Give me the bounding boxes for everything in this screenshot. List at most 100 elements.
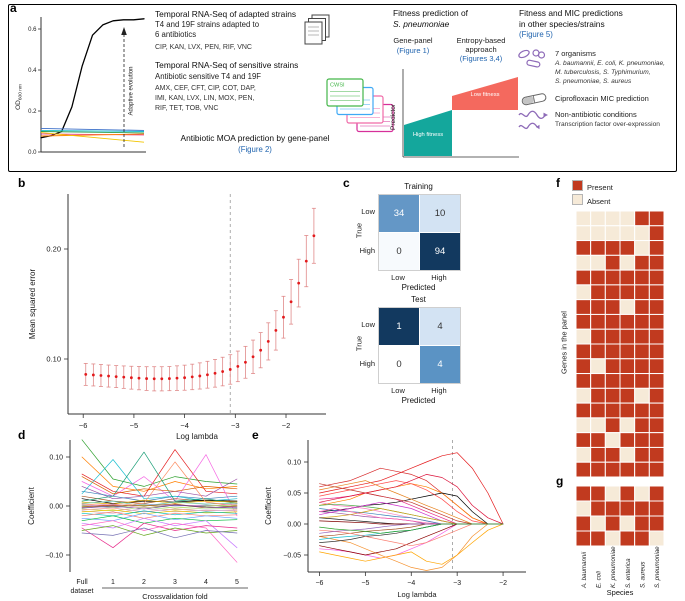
d-ytick: 0.10 — [49, 455, 63, 462]
e-xtick: −3 — [453, 580, 461, 587]
gene-cell — [575, 343, 592, 360]
species-cell — [648, 530, 665, 547]
species-cell — [590, 500, 606, 517]
confusion-cell: 4 — [420, 308, 460, 345]
e-xtick: −4 — [407, 580, 415, 587]
gene-cell — [590, 299, 606, 315]
growth-ytick: 0.4 — [28, 68, 37, 74]
species-tick-label: S. pneumoniae — [654, 546, 661, 588]
growth-ytick: 0.2 — [28, 109, 37, 115]
d-xtick: Full — [76, 579, 88, 586]
species-tick-label: A. baumannii — [581, 551, 588, 589]
species-cell — [648, 500, 665, 517]
d-xtick: 5 — [235, 579, 239, 586]
d-xlabel: Crossvalidation fold — [142, 592, 207, 601]
nonantibiotic-line1: Non-antibiotic conditions — [555, 110, 637, 119]
sensitive-antibiotics-2: IMI, KAN, LVX, LIN, MOX, PEN, — [155, 95, 255, 102]
b-xtick: −5 — [130, 421, 139, 430]
present-swatch — [572, 180, 583, 191]
gene-cell — [604, 240, 621, 256]
e-xtick: −5 — [361, 580, 369, 587]
gene-cell — [604, 402, 621, 419]
species-cell — [575, 530, 592, 547]
gene-cell — [619, 328, 636, 345]
predictor-ylabel: Predictor — [390, 103, 397, 130]
gene-cell — [634, 299, 650, 315]
d-ytick: −0.10 — [45, 553, 63, 560]
gene-cell — [575, 254, 592, 271]
gene-cell — [634, 358, 650, 375]
growth-ylabel: OD600 nm — [15, 84, 23, 110]
adaptive-evolution-label: Adaptive evolution — [129, 66, 135, 115]
gene-cell — [648, 446, 665, 463]
e-ytick: 0.05 — [287, 491, 301, 498]
gene-cell — [634, 402, 650, 419]
gene-cell — [590, 269, 606, 286]
d-xtick: 3 — [173, 579, 177, 586]
gene-cell — [648, 254, 665, 271]
gene-cell — [648, 210, 665, 227]
species-cell — [590, 485, 606, 502]
row-label-low: Low — [361, 320, 375, 329]
d-xtick: 1 — [111, 579, 115, 586]
figure5-ref: (Figure 5) — [519, 30, 553, 39]
gene-cell — [648, 225, 665, 242]
absent-swatch — [572, 194, 583, 205]
legend-row-absent: Absent — [572, 194, 613, 208]
gene-cell — [619, 284, 636, 301]
gene-cell — [604, 313, 621, 330]
e-ylabel: Coefficient — [264, 486, 273, 524]
gene-cell — [648, 269, 665, 286]
organisms-count: 7 organisms — [555, 49, 596, 58]
confusion-cell: 0 — [379, 233, 419, 270]
panel-g-label: g — [556, 474, 564, 488]
gene-cell — [634, 387, 650, 404]
species-tick-label: K. pneumoniae — [610, 546, 617, 588]
species-cell — [634, 500, 650, 517]
gene-cell — [619, 461, 636, 478]
confusion-cell: 10 — [420, 195, 460, 232]
panel-f-label: f — [556, 176, 560, 190]
figure2-ref: (Figure 2) — [238, 145, 272, 154]
organisms-line2: M. tuberculosis, S. Typhimurium, — [555, 69, 651, 76]
lasso-paths-chart: −0.05 0.00 0.05 0.10 −6 −5 −4 −3 −2 Log lambda Coe… — [264, 440, 526, 599]
sensitive-antibiotics-3: RIF, TET, TOB, VNC — [155, 105, 219, 112]
gene-cell — [619, 269, 636, 286]
gene-cell — [575, 373, 592, 389]
gene-cell — [619, 373, 636, 389]
species-cell — [619, 530, 636, 547]
species-cell — [604, 485, 621, 502]
gene-cell — [590, 225, 606, 242]
gene-cell — [619, 343, 636, 360]
e-ytick: 0.00 — [287, 522, 301, 529]
species-cell — [634, 530, 650, 547]
species-cell — [575, 485, 592, 502]
low-fitness-label: Low fitness — [471, 92, 500, 98]
e-ytick: 0.10 — [287, 460, 301, 467]
gene-cell — [604, 432, 621, 448]
gene-cell — [575, 461, 592, 478]
b-xtick: −3 — [231, 421, 240, 430]
gene-cell — [648, 402, 665, 419]
fold-coefficients-chart: −0.10 0.00 0.10 Full dataset 1 2 3 4 5 Crossvalida… — [27, 439, 248, 601]
species-cell — [648, 485, 665, 502]
gene-cell — [648, 373, 665, 389]
gene-cell — [619, 225, 636, 242]
col-label-high: High — [431, 273, 447, 282]
growth-ytick: 0.0 — [28, 150, 37, 156]
gene-cell — [575, 417, 592, 434]
gene-cell — [648, 358, 665, 375]
adapted-antibiotics: CIP, KAN, LVX, PEN, RIF, VNC — [155, 44, 252, 51]
panel-a-label: a — [10, 1, 17, 15]
gene-cell — [634, 225, 650, 242]
organisms-line1: A. baumannii, E. coli, K. pneumoniae, — [555, 60, 665, 67]
col-label-high: High — [431, 386, 447, 395]
figure1-ref: (Figure 1) — [396, 46, 430, 55]
species-cell — [590, 515, 606, 532]
predicted-axis-label: Predicted — [401, 283, 436, 292]
row-label-low: Low — [361, 207, 375, 216]
gene-cell — [604, 343, 621, 360]
e-ytick: −0.05 — [283, 553, 301, 560]
sensitive-antibiotics-1: AMX, CEF, CFT, CIP, COT, DAP, — [155, 85, 256, 92]
